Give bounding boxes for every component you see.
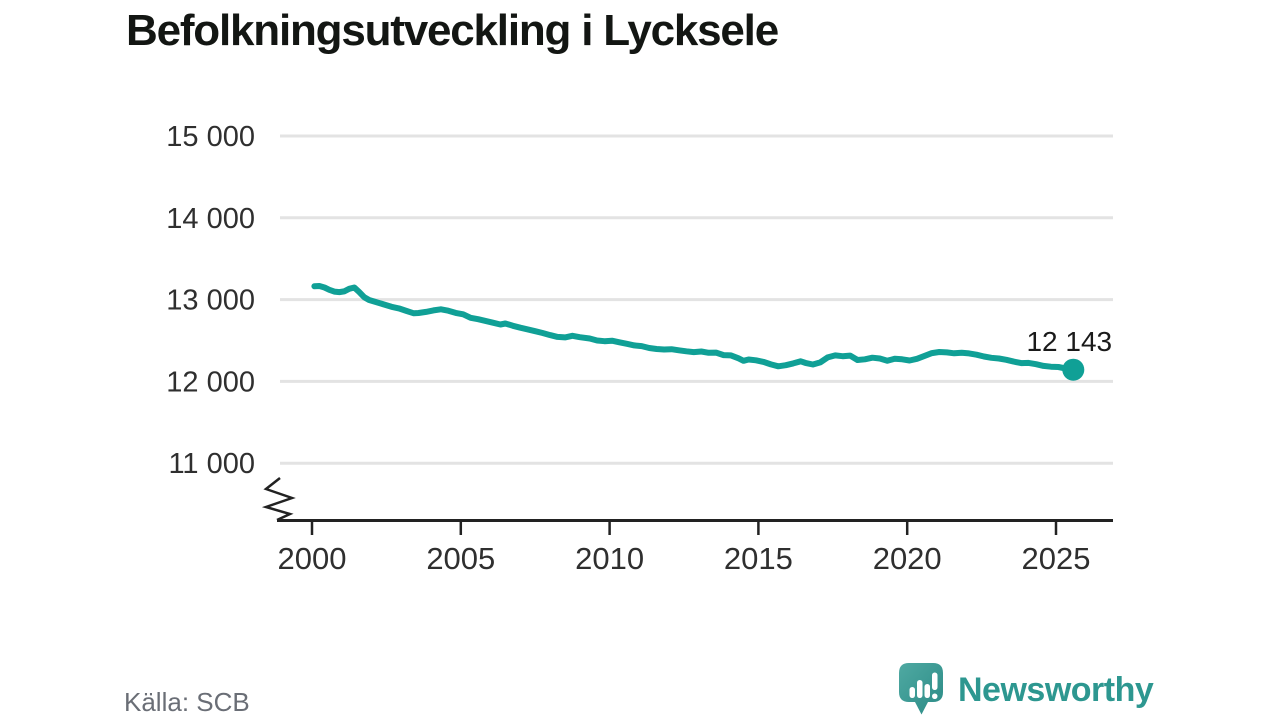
bar-chart-bar-icon [909, 687, 915, 698]
exclamation-mark-icon [932, 672, 938, 690]
y-axis-label: 15 000 [166, 121, 255, 153]
axis-break-icon [261, 477, 296, 522]
chart-title: Befolkningsutveckling i Lycksele [126, 6, 779, 55]
y-axis-label: 11 000 [168, 448, 255, 480]
x-axis-label: 2000 [278, 541, 347, 576]
x-axis-label: 2005 [426, 541, 495, 576]
y-axis-label: 13 000 [166, 285, 255, 317]
newsworthy-wordmark: Newsworthy [958, 670, 1154, 709]
x-axis-label: 2025 [1022, 541, 1091, 576]
y-axis-label: 12 000 [166, 366, 255, 398]
x-axis-label: 2015 [724, 541, 793, 576]
x-axis-label: 2020 [873, 541, 942, 576]
y-axis-label: 14 000 [166, 203, 255, 235]
latest-value-annotation: 12 143 [1026, 326, 1112, 357]
x-axis-label: 2010 [575, 541, 644, 576]
latest-value-dot [1062, 358, 1085, 381]
newsworthy-logo: Newsworthy [898, 662, 1154, 718]
exclamation-dot-icon [932, 693, 938, 699]
bar-chart-bar-icon [924, 684, 930, 698]
population-line [311, 283, 1077, 373]
newsworthy-icon [899, 663, 943, 715]
bar-chart-bar-icon [917, 680, 923, 698]
source-label: Källa: SCB [124, 687, 250, 717]
